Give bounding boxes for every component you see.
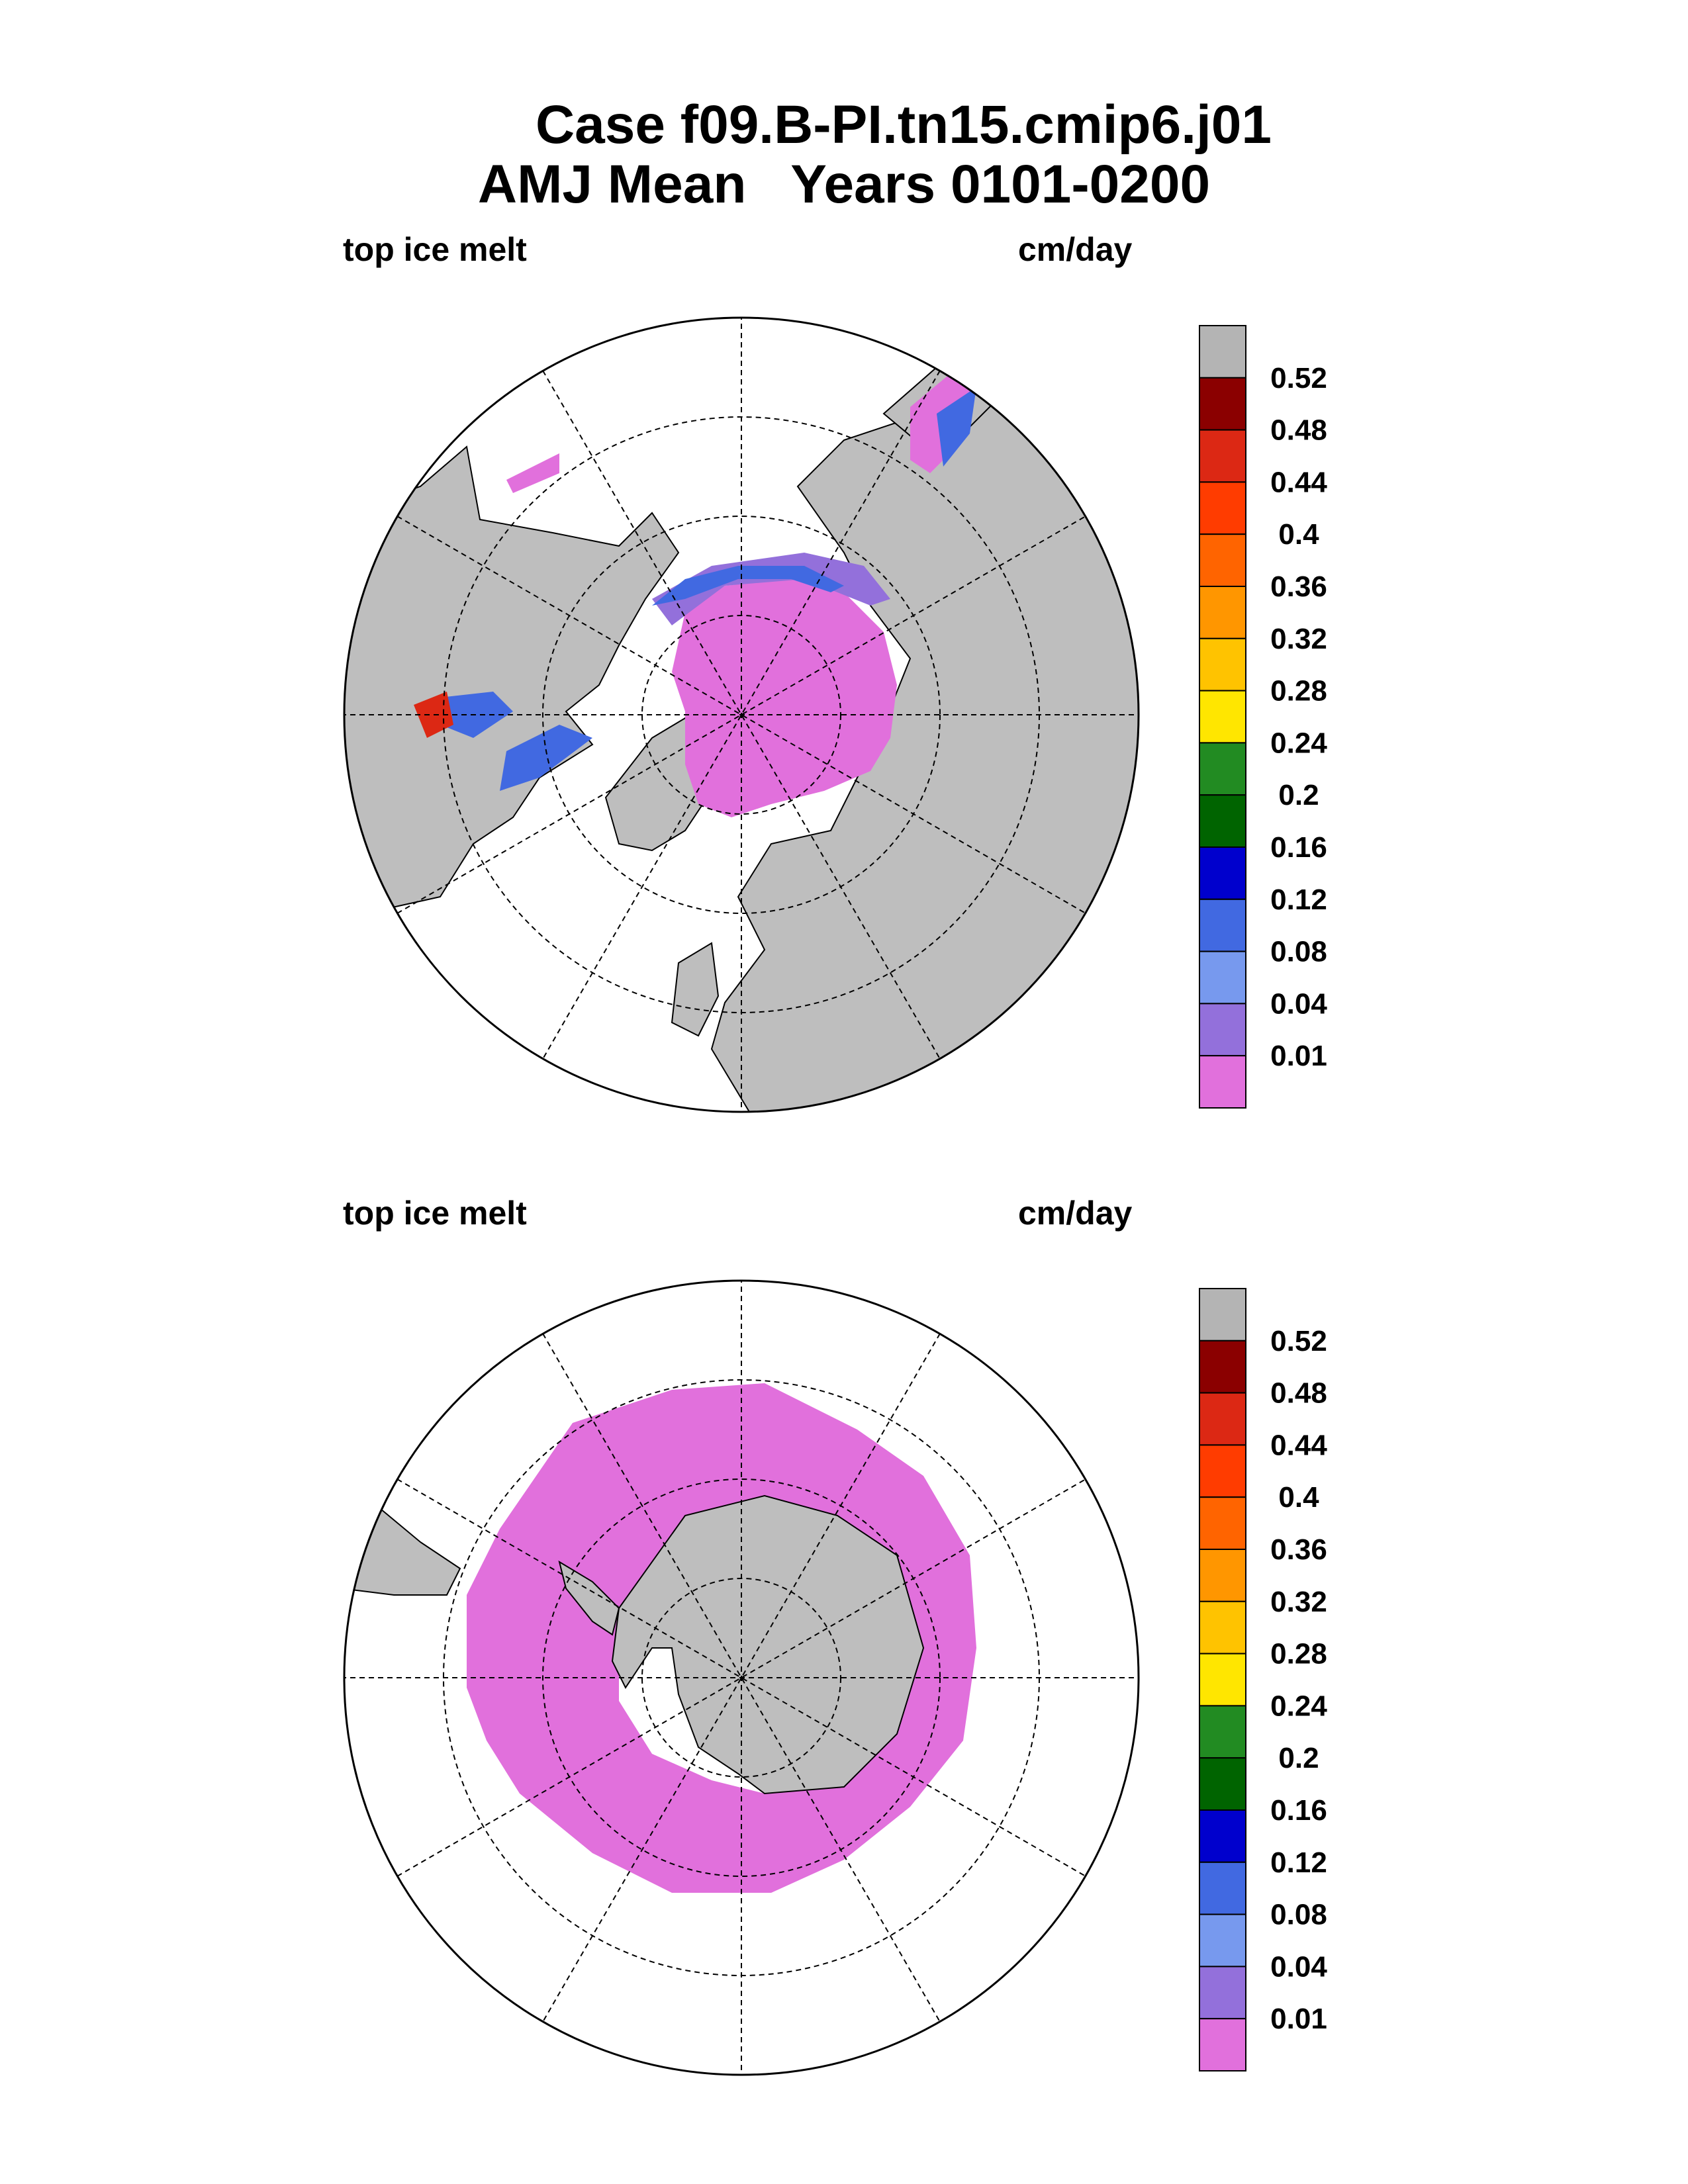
colorbar-swatch [1199,377,1246,431]
colorbar-tick-label: 0.48 [1270,1377,1327,1410]
colorbar-swatch [1199,794,1246,848]
colorbar-swatch [1199,742,1246,796]
colorbar-tick-label: 0.01 [1270,1040,1327,1072]
colorbar-swatch [1199,586,1246,639]
colorbar-swatch [1199,325,1246,379]
colorbar-swatch [1199,1913,1246,1968]
colorbar-tick-label: 0.28 [1270,675,1327,707]
colorbar-swatch [1199,1653,1246,1707]
colorbar-swatch [1199,1757,1246,1811]
figure-title-period: AMJ Mean Years 0101-0200 [477,154,1211,214]
colorbar-swatch [1199,950,1246,1005]
colorbar-tick-label: 0.12 [1270,884,1327,916]
north-america-landmass [344,445,680,911]
colorbar-swatch [1199,1600,1246,1655]
colorbar-swatch [1199,846,1246,900]
panel-south-units-label: cm/day [1018,1195,1133,1232]
colorbar-tick-label: 0.52 [1270,362,1327,394]
colorbar-tick-label: 0.12 [1270,1846,1327,1879]
colorbar-swatch [1199,1444,1246,1498]
beaufort-melt-strip [506,453,559,493]
colorbar-tick-label: 0.16 [1270,1794,1327,1827]
colorbar-swatch [1199,898,1246,952]
colorbar-tick-label: 0.44 [1270,1429,1327,1461]
colorbar-swatch [1199,1055,1246,1109]
colorbar-tick-label: 0.08 [1270,1899,1327,1931]
colorbar-swatch [1199,690,1246,744]
colorbar-tick-label: 0.4 [1278,518,1319,551]
colorbar-swatch [1199,1496,1246,1551]
colorbar-tick-label: 0.24 [1270,1690,1327,1722]
colorbar-tick-label: 0.04 [1270,1950,1327,1983]
colorbar-tick-label: 0.36 [1270,1533,1327,1566]
arctic-ice-melt-field [672,579,897,817]
colorbar-swatch [1199,1340,1246,1394]
antarctic-peninsula [558,1560,620,1636]
panel-south-variable-label: top ice melt [343,1195,527,1232]
british-isles-landmass [671,942,720,1037]
colorbar-tick-label: 0.44 [1270,466,1327,498]
colorbar-tick-label: 0.24 [1270,727,1327,759]
colorbar-swatch [1199,637,1246,692]
colorbar-tick-label: 0.52 [1270,1325,1327,1357]
colorbar-tick-label: 0.2 [1278,779,1319,811]
colorbar-tick-label: 0.48 [1270,414,1327,447]
panel-north-variable-label: top ice melt [343,231,527,268]
panel-north-units-label: cm/day [1018,231,1133,268]
colorbar-tick-label: 0.32 [1270,623,1327,655]
colorbar-tick-label: 0.32 [1270,1586,1327,1618]
okhotsk-melt [937,387,976,467]
colorbar-swatch [1199,1549,1246,1602]
colorbar-swatch [1199,1966,1246,2020]
colorbar-swatch [1199,2018,1246,2071]
colorbar-tick-label: 0.04 [1270,987,1327,1020]
colorbar-swatch [1199,481,1246,535]
colorbar-swatch [1199,1392,1246,1446]
colorbar-swatch [1199,1288,1246,1342]
colorbar-tick-label: 0.08 [1270,936,1327,968]
colorbar-swatch [1199,1705,1246,1759]
colorbar-swatch [1199,1809,1246,1863]
colorbar-south: 0.52 0.48 0.44 0.4 0.36 0.32 0.28 0.24 0.2 0.16 0.… [1199,1288,1327,2071]
colorbar-tick-label: 0.28 [1270,1638,1327,1670]
colorbar-tick-label: 0.4 [1278,1481,1319,1514]
colorbar-north: 0.52 0.48 0.44 0.4 0.36 0.32 0.28 0.24 0.2 0.16 0.… [1199,325,1327,1109]
figure-title-case: Case f09.B-PI.tn15.cmip6.j01 [535,95,1272,155]
colorbar-swatch [1199,1003,1246,1057]
south-polar-map [343,1279,1140,2076]
colorbar-swatch [1199,533,1246,588]
baffin-melt [500,725,592,791]
colorbar-swatch [1199,429,1246,483]
colorbar-tick-label: 0.36 [1270,570,1327,603]
arctic-ice-melt-margin [652,553,890,625]
colorbar-tick-label: 0.16 [1270,831,1327,864]
north-polar-map [343,316,1140,1113]
colorbar-tick-label: 0.2 [1278,1742,1319,1774]
arctic-ice-melt-edge-blue [652,566,844,606]
colorbar-swatch [1199,1861,1246,1915]
colorbar-tick-label: 0.01 [1270,2003,1327,2035]
